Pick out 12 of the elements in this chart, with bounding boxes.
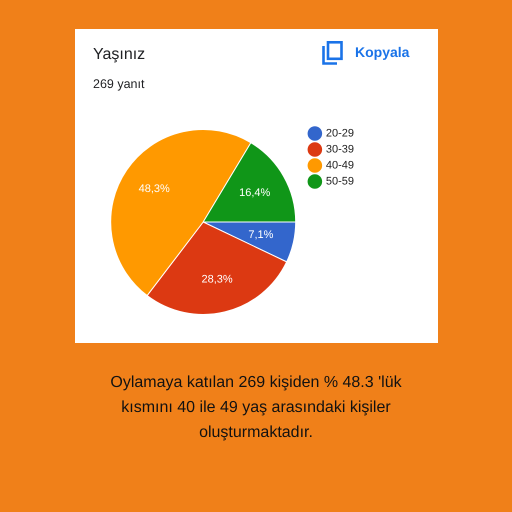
text: Kopyala (355, 44, 410, 60)
legend-label: 40-49 (326, 160, 354, 172)
data-label: 28,3% (201, 274, 233, 286)
legend-label: 20-29 (326, 128, 354, 140)
legend-label: 30-39 (326, 144, 354, 156)
chart-subtitle: 269 yanıt (93, 77, 144, 91)
legend-label: 50-59 (326, 176, 354, 188)
data-label: 7,1% (248, 229, 274, 242)
data-label: 16,4% (239, 186, 271, 199)
data-label: 48,3% (138, 182, 170, 195)
text: Oylamaya katılan 269 kişiden % 48.3 'lük kısmını 40 ile 49 yaş arasındaki kişiler oluşturmaktadır. (109, 373, 403, 443)
chart-title: Yaşınız (93, 46, 146, 64)
